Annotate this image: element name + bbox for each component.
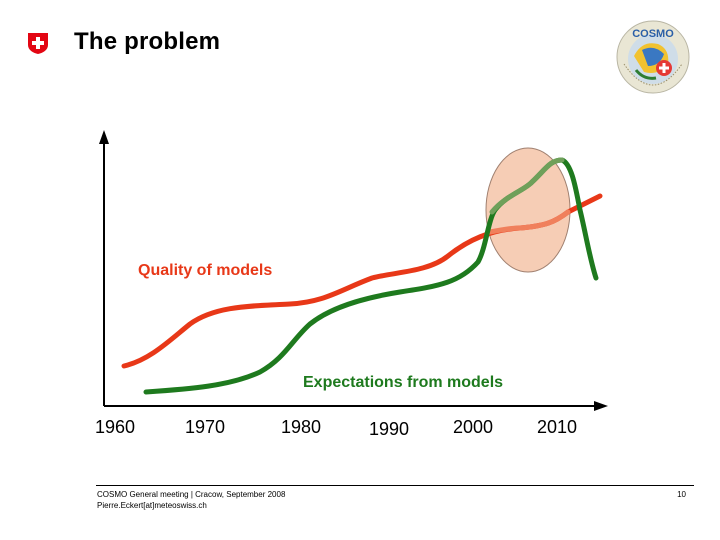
x-tick-label: 2000: [453, 417, 494, 437]
expectations-curve: [143, 157, 599, 395]
cosmo-logo-text: COSMO: [632, 28, 674, 40]
cosmo-logo: COSMO: [616, 20, 690, 94]
x-tick-label: 1960: [95, 417, 136, 437]
y-axis-arrow: [99, 130, 109, 144]
expectations-label: Expectations from models: [303, 374, 504, 391]
footer-contact: Pierre.Eckert[at]meteoswiss.ch: [97, 501, 207, 510]
highlight-circle: [485, 147, 571, 273]
footer-meeting: COSMO General meeting | Cracow, Septembe…: [97, 490, 286, 499]
x-tick-label: 1990: [369, 419, 410, 439]
expectations-curve-highlight: [489, 157, 565, 215]
x-tick-label: 1970: [185, 417, 226, 437]
x-axis-arrow: [594, 401, 608, 411]
swiss-cross-icon: [28, 33, 48, 54]
x-tick-label: 2010: [537, 417, 578, 437]
footer-info: COSMO General meeting | Cracow, Septembe…: [97, 489, 285, 511]
page-number: 10: [677, 490, 686, 499]
x-tick-label: 1980: [281, 417, 322, 437]
page-title: The problem: [74, 28, 221, 55]
quality-curve-highlight: [487, 209, 571, 235]
quality-label: Quality of models: [138, 262, 273, 279]
footer-divider: [96, 485, 694, 486]
